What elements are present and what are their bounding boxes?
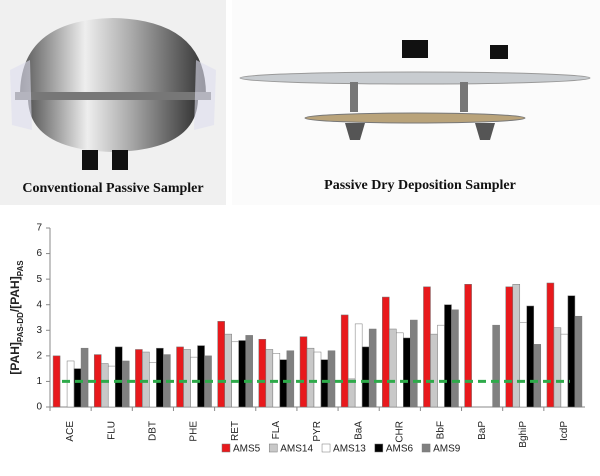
x-tick-label: CHR [394, 421, 405, 443]
bar [176, 346, 184, 408]
bar [245, 335, 253, 408]
bar [149, 362, 157, 408]
bar [197, 345, 205, 408]
bar [299, 336, 308, 408]
bar [142, 351, 150, 408]
bar [492, 324, 500, 408]
y-label-part: PAS [16, 260, 25, 277]
bar [100, 363, 109, 408]
bar [135, 349, 143, 408]
bar [340, 314, 349, 408]
legend-swatch [268, 443, 278, 453]
photo-caption: Conventional Passive Sampler [22, 181, 203, 196]
bar [430, 333, 438, 408]
y-tick-label: 5 [36, 274, 42, 285]
bar [533, 344, 542, 408]
x-tick-label: ACE [65, 421, 76, 442]
y-label-part: /[PAH] [8, 276, 22, 312]
x-tick-label: FLU [106, 421, 117, 440]
bar [224, 333, 232, 408]
bar [382, 296, 390, 408]
bar [519, 322, 528, 408]
bar [368, 328, 377, 408]
bar [327, 350, 336, 408]
bar [451, 309, 459, 408]
bar [526, 305, 535, 408]
bar [121, 360, 130, 408]
bar [80, 347, 89, 408]
y-label-part: [PAH] [8, 342, 22, 374]
bar [396, 332, 404, 408]
bar [505, 286, 514, 408]
bar [361, 346, 370, 408]
bar [410, 319, 418, 408]
y-tick-label: 4 [36, 299, 42, 310]
bar [512, 284, 521, 408]
bar [258, 338, 267, 408]
bar [560, 333, 569, 408]
x-tick-label: BghiP [518, 421, 529, 448]
y-tick-label: 2 [36, 350, 42, 361]
legend-swatch [421, 443, 431, 453]
legend-label: AMS13 [333, 444, 366, 455]
bar [423, 286, 431, 408]
bar [231, 341, 239, 408]
bar [183, 349, 191, 408]
bar [403, 337, 411, 408]
x-tick-label: RET [230, 421, 241, 441]
legend-label: AMS14 [280, 444, 313, 455]
bar [444, 304, 452, 408]
bar [66, 360, 75, 408]
x-tick-label: PHE [189, 421, 200, 442]
y-tick-label: 1 [36, 376, 42, 387]
bar [464, 284, 472, 408]
legend-label: AMS9 [433, 444, 461, 455]
legend-label: AMS6 [386, 444, 414, 455]
bar [553, 327, 562, 408]
right-photo: Passive Dry Deposition Sampler [232, 0, 600, 205]
bar [320, 359, 329, 408]
bar [437, 324, 445, 408]
bar [279, 359, 288, 408]
x-tick-label: BaP [477, 421, 488, 440]
bar [265, 349, 274, 408]
y-tick-label: 7 [36, 223, 42, 234]
y-axis-label: [PAH]PAS-DD/[PAH]PAS [8, 260, 24, 375]
x-tick-label: BbF [436, 421, 447, 439]
x-tick-label: IcdP [559, 421, 570, 441]
bar [306, 347, 315, 408]
bar [389, 328, 397, 408]
bar [107, 365, 116, 408]
photo-caption: Passive Dry Deposition Sampler [324, 178, 516, 193]
bar [217, 321, 225, 408]
x-tick-label: DBT [148, 421, 159, 441]
bar [156, 347, 164, 408]
x-tick-label: FLA [271, 421, 282, 440]
bar [567, 295, 576, 408]
bar [52, 355, 61, 408]
bar [73, 368, 82, 408]
bar [574, 315, 583, 408]
legend-swatch [321, 443, 331, 453]
bar [347, 378, 356, 408]
y-label-part: PAS-DD [16, 312, 25, 342]
legend-swatch [374, 443, 384, 453]
bar [114, 346, 123, 408]
x-tick-label: PYR [312, 421, 323, 442]
y-tick-label: 3 [36, 325, 42, 336]
legend-swatch [221, 443, 231, 453]
y-tick-label: 6 [36, 248, 42, 259]
bar [313, 351, 322, 408]
left-photo: Conventional Passive Sampler [0, 0, 226, 205]
bar [286, 350, 295, 408]
bar [238, 340, 246, 408]
bar [354, 323, 363, 408]
bar [546, 282, 555, 408]
x-tick-label: BaA [353, 421, 364, 440]
legend-label: AMS5 [233, 444, 261, 455]
y-tick-label: 0 [36, 402, 42, 413]
